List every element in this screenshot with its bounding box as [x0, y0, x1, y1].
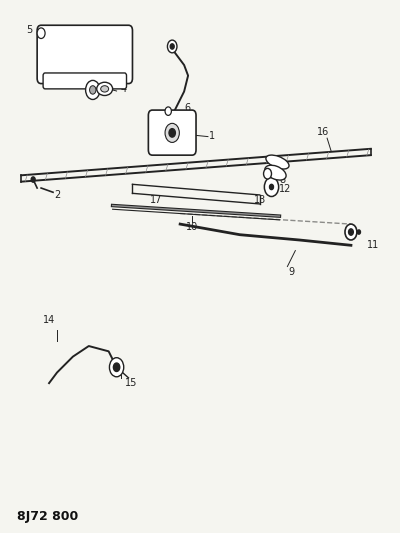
Circle shape: [86, 80, 100, 100]
Text: 9: 9: [288, 267, 294, 277]
Circle shape: [165, 107, 172, 115]
Ellipse shape: [97, 82, 113, 95]
Circle shape: [348, 229, 353, 235]
Text: 1: 1: [209, 131, 215, 141]
Circle shape: [270, 184, 274, 190]
Text: 6: 6: [184, 103, 190, 113]
Circle shape: [168, 40, 177, 53]
Circle shape: [170, 44, 174, 49]
Text: 2: 2: [54, 190, 60, 200]
FancyBboxPatch shape: [43, 73, 126, 89]
Text: 4: 4: [120, 84, 127, 93]
Text: 15: 15: [124, 378, 137, 388]
Text: 5: 5: [26, 25, 32, 35]
Circle shape: [165, 123, 179, 142]
Text: 11: 11: [367, 240, 379, 251]
Circle shape: [110, 358, 124, 377]
Text: 17: 17: [150, 195, 162, 205]
Text: 7: 7: [268, 166, 275, 176]
Circle shape: [264, 168, 272, 179]
Circle shape: [31, 177, 35, 182]
Ellipse shape: [265, 165, 286, 180]
Circle shape: [169, 128, 175, 137]
Text: 8J72 800: 8J72 800: [17, 511, 78, 523]
Circle shape: [90, 86, 96, 94]
Circle shape: [345, 224, 357, 240]
Text: 13: 13: [254, 195, 266, 205]
Text: 3: 3: [114, 49, 120, 59]
Text: 16: 16: [317, 127, 329, 137]
Circle shape: [357, 230, 360, 234]
FancyBboxPatch shape: [148, 110, 196, 155]
Ellipse shape: [266, 155, 289, 169]
FancyBboxPatch shape: [37, 25, 132, 84]
Circle shape: [114, 363, 120, 372]
Text: 10: 10: [186, 222, 198, 232]
Text: 8: 8: [280, 175, 286, 185]
Text: 14: 14: [43, 314, 55, 325]
Circle shape: [37, 28, 45, 38]
Circle shape: [264, 177, 279, 197]
Text: 12: 12: [280, 184, 292, 194]
Ellipse shape: [101, 86, 109, 92]
